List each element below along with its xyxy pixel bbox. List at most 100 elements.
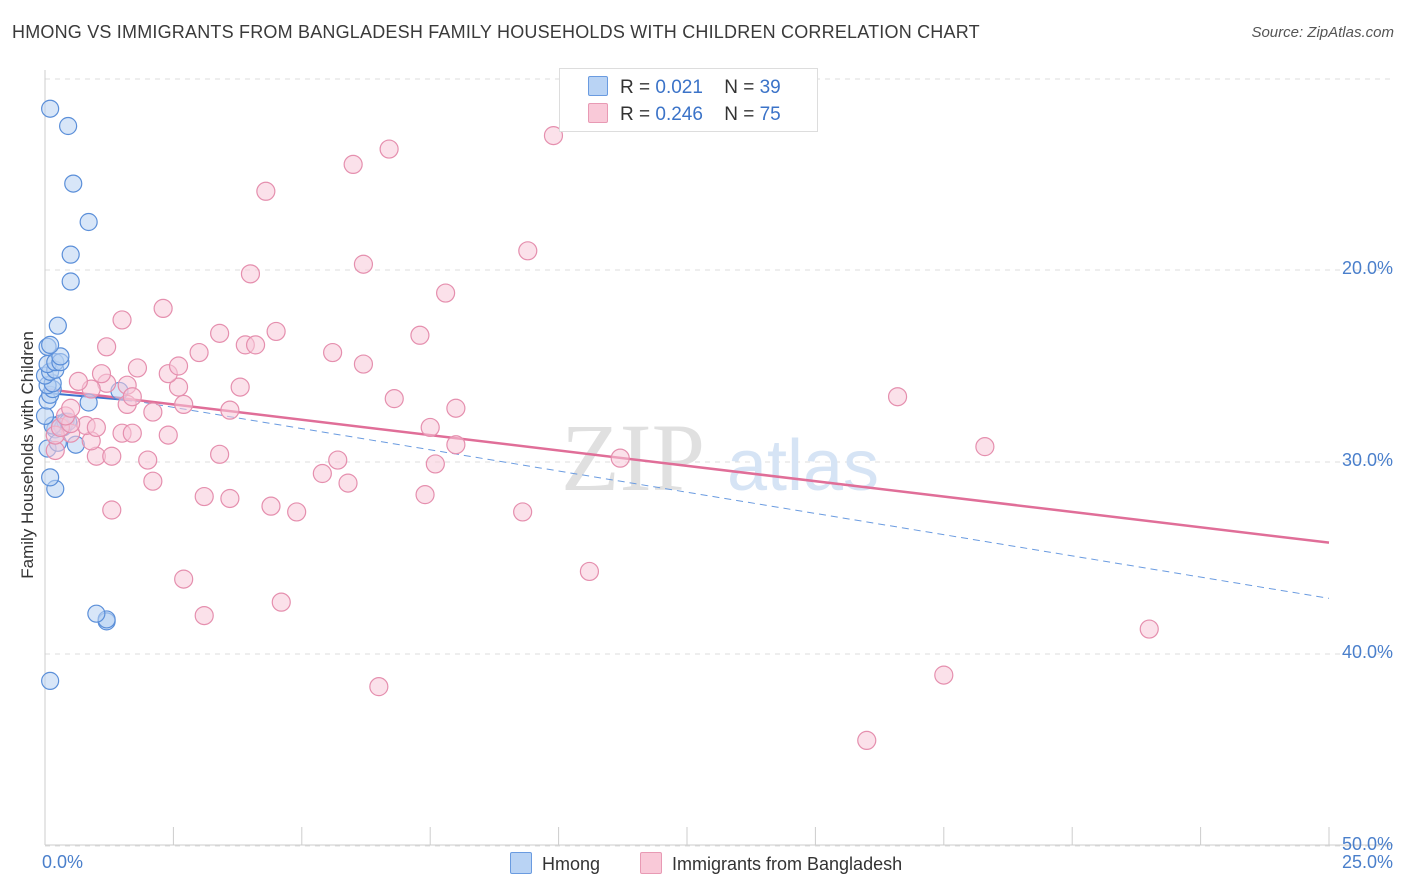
point-bangladesh [158,425,178,445]
x-tick-marks [172,827,1330,845]
point-bangladesh [168,356,189,376]
point-bangladesh [91,364,112,384]
point-bangladesh [189,342,209,363]
point-hmong [61,272,80,291]
point-bangladesh [174,394,194,414]
gridlines [45,78,1393,847]
point-bangladesh [343,154,363,174]
point-bangladesh [446,398,466,418]
point-bangladesh [97,337,117,357]
y-tick-label-40: 40.0% [1341,642,1393,662]
watermark-atlas: atlas [727,426,879,506]
point-hmong [41,671,60,690]
legend-row-hmong: R = 0.021 N = 39 [588,76,781,100]
point-hmong [79,212,98,232]
trend-line-hmong-dashed [132,400,1330,599]
point-hmong [41,335,60,354]
point-bangladesh [168,377,189,397]
y-tick-label-50: 50.0% [1341,834,1393,854]
y-tick-label-20: 20.0% [1341,258,1393,278]
point-bangladesh [446,435,466,455]
point-bangladesh [143,471,163,491]
point-bangladesh [102,446,122,466]
x-tick-label-max: 25.0% [1341,852,1393,872]
point-bangladesh [102,500,122,520]
point-bangladesh [261,496,281,516]
point-bangladesh [518,241,538,261]
legend-r-label: R = [620,77,651,98]
point-bangladesh [174,569,194,589]
point-bangladesh [271,592,291,612]
axes [44,70,1393,846]
y-tick-label-30: 30.0% [1341,450,1393,470]
point-hmong [59,116,78,136]
point-hmong [64,174,83,193]
point-bangladesh [86,417,106,438]
legend-n-label: N = [724,104,755,125]
point-hmong [48,316,67,335]
legend-n-value-hmong: 39 [759,77,781,98]
point-hmong [87,604,106,623]
bottom-legend-label-hmong: Hmong [542,854,601,874]
point-hmong [61,245,80,264]
point-bangladesh [353,254,374,274]
point-bangladesh [122,423,142,443]
point-bangladesh [369,677,389,697]
point-bangladesh [312,463,332,484]
point-bangladesh [127,358,148,378]
point-hmong [35,406,55,426]
point-bangladesh [245,335,266,355]
correlation-legend: R = 0.021 N = 39 R = 0.246 N = 75 [559,68,818,132]
legend-swatch-bangladesh [588,103,608,123]
point-bangladesh [138,450,158,470]
point-hmong [51,347,70,366]
chart-title: HMONG VS IMMIGRANTS FROM BANGLADESH FAMI… [12,22,980,42]
bottom-legend-swatch-hmong [510,852,532,874]
point-bangladesh [68,371,88,391]
x-tick-label-min: 0.0% [42,852,84,872]
points-hmong [35,99,129,690]
point-bangladesh [61,398,81,418]
legend-n-label: N = [724,77,755,98]
legend-r-value-bangladesh: 0.246 [655,104,703,125]
point-bangladesh [194,486,214,507]
legend-row-bangladesh: R = 0.246 N = 75 [588,103,781,127]
point-bangladesh [256,181,276,201]
point-bangladesh [975,437,995,457]
point-bangladesh [384,389,404,409]
point-bangladesh [579,561,600,582]
point-bangladesh [415,485,435,505]
point-hmong [41,99,60,118]
points-bangladesh [45,126,1159,751]
legend-r-value-hmong: 0.021 [655,77,703,98]
bottom-legend-label-bangladesh: Immigrants from Bangladesh [672,854,903,874]
point-bangladesh [610,448,630,468]
point-bangladesh [543,126,564,146]
point-bangladesh [194,605,214,626]
point-bangladesh [436,283,456,303]
point-bangladesh [220,488,240,509]
point-bangladesh [887,387,908,407]
point-bangladesh [328,450,348,470]
point-bangladesh [153,298,173,318]
point-bangladesh [112,310,132,330]
point-bangladesh [220,400,240,420]
watermark: ZIP atlas [561,404,879,511]
point-bangladesh [379,139,399,159]
point-bangladesh [338,473,358,493]
legend-r-label: R = [620,104,651,125]
point-bangladesh [934,665,954,685]
bottom-legend-bangladesh: Immigrants from Bangladesh [640,852,902,875]
bottom-legend-hmong: Hmong [510,852,600,875]
point-bangladesh [210,444,230,464]
legend-n-value-bangladesh: 75 [759,104,781,125]
point-bangladesh [420,417,440,438]
point-bangladesh [323,342,343,363]
trend-line-bangladesh [44,387,1330,544]
point-hmong [41,468,60,487]
point-bangladesh [1139,619,1159,639]
bottom-legend-swatch-bangladesh [640,852,662,874]
point-bangladesh [410,325,430,345]
point-bangladesh [230,377,250,397]
